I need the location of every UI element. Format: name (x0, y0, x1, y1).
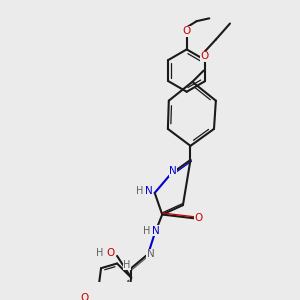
Text: N: N (145, 187, 152, 196)
Text: H: H (96, 248, 103, 258)
Text: N: N (169, 166, 177, 176)
Text: O: O (80, 293, 88, 300)
Text: H: H (123, 260, 130, 270)
Text: O: O (194, 213, 202, 223)
Text: H: H (142, 226, 150, 236)
Text: O: O (200, 52, 209, 61)
Text: O: O (183, 26, 191, 36)
Text: N: N (152, 226, 160, 236)
Text: O: O (106, 248, 114, 258)
Text: N: N (146, 249, 154, 259)
Text: H: H (136, 187, 144, 196)
